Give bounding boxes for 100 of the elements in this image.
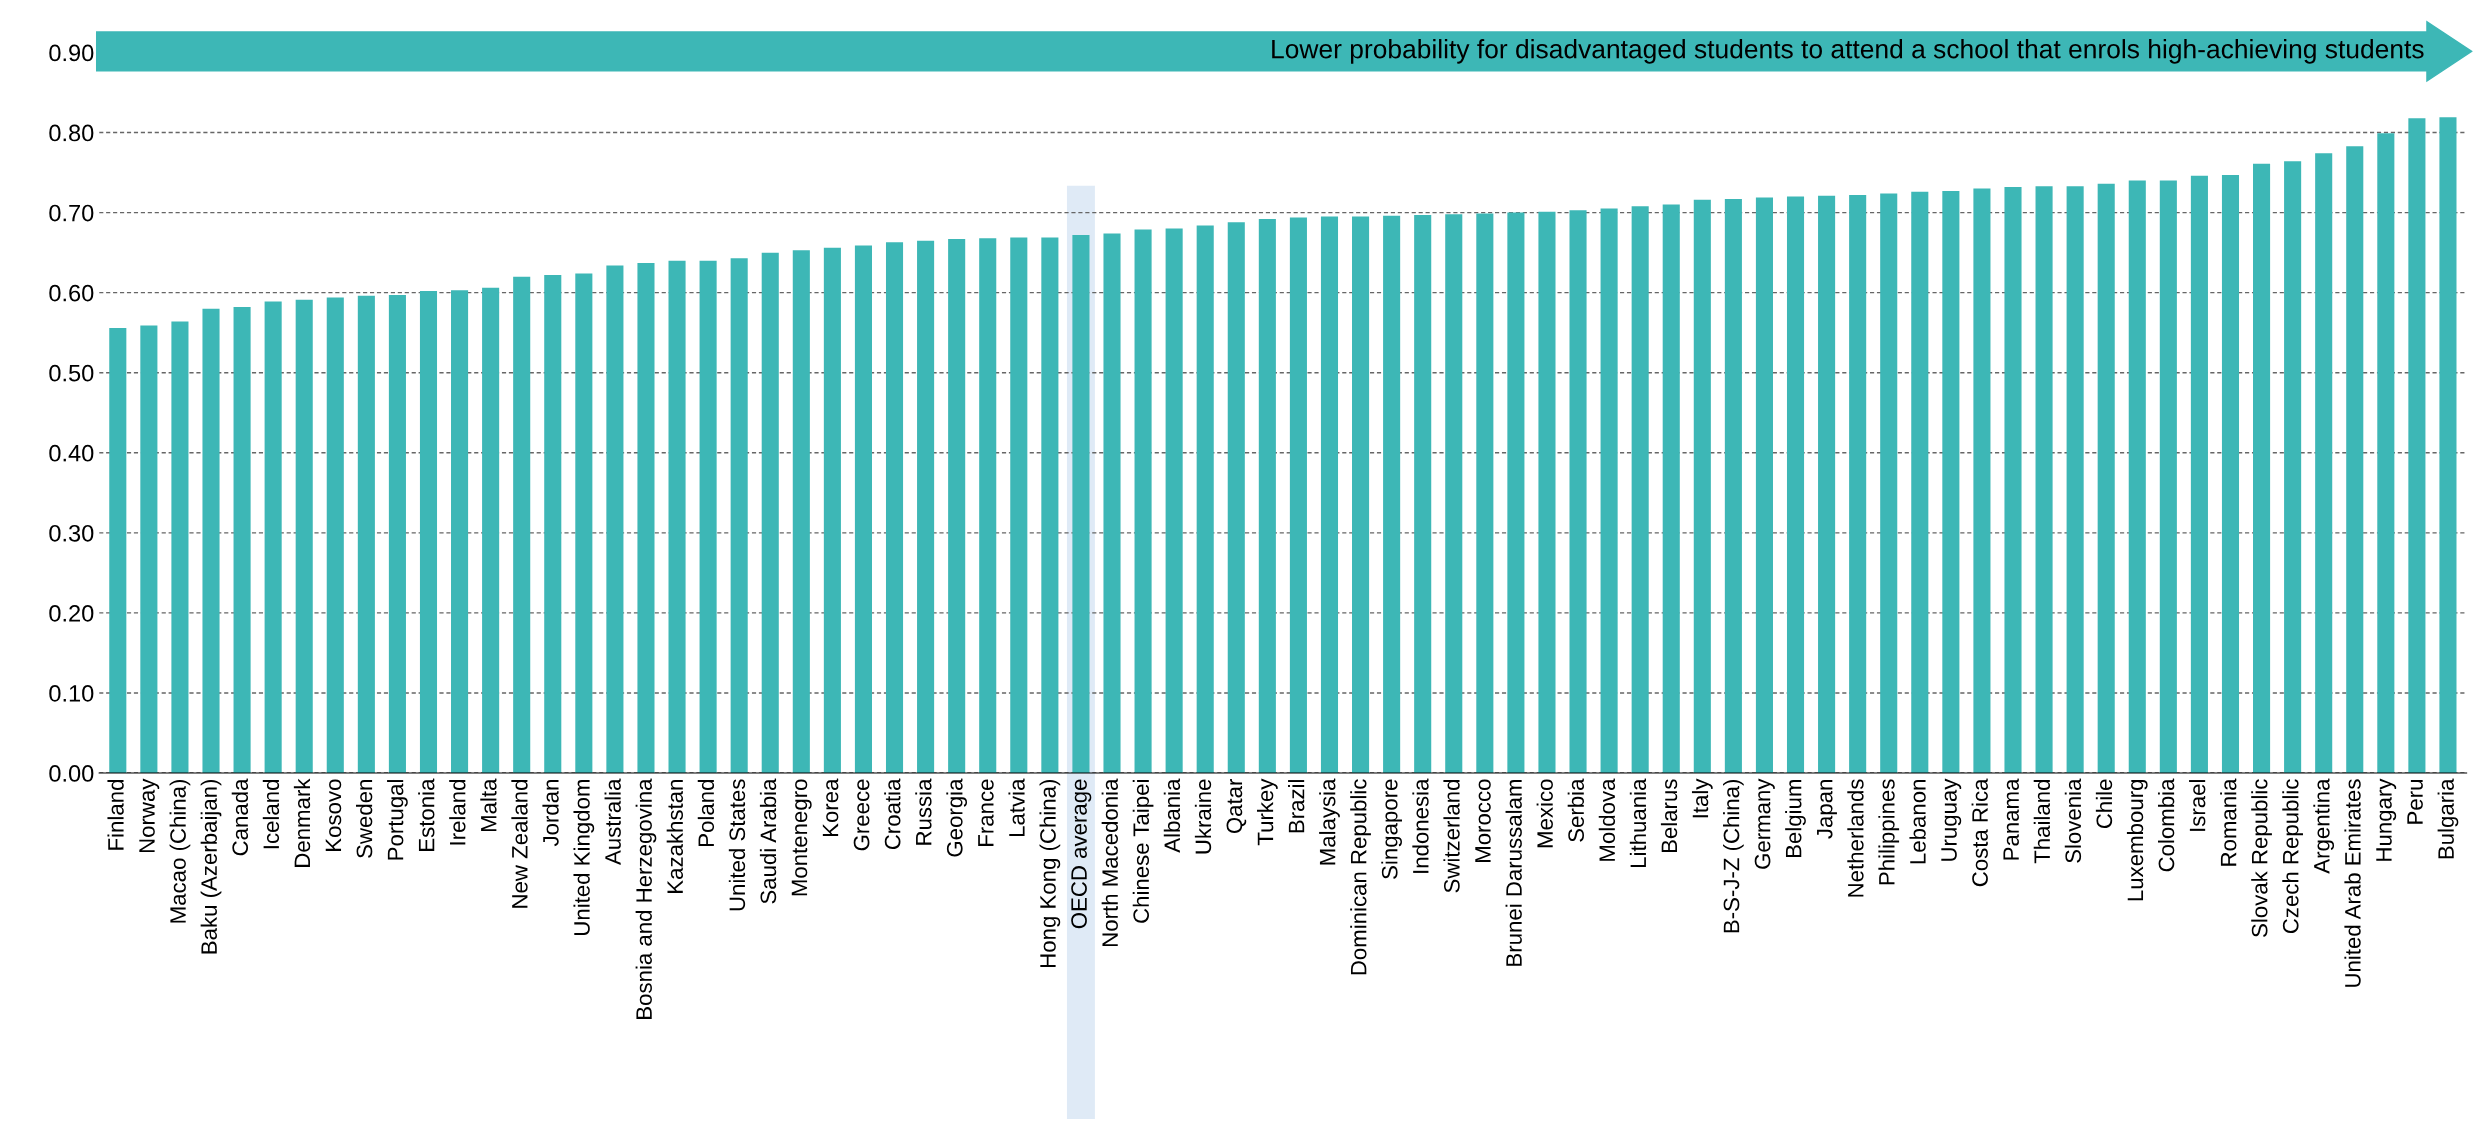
x-tick-label: Canada <box>231 778 249 856</box>
bar <box>388 295 406 774</box>
bar <box>606 265 624 774</box>
bar <box>140 325 158 774</box>
bar <box>1942 190 1960 774</box>
x-tick-label: New Zealand <box>511 780 528 908</box>
x-tick-label: Denmark <box>293 778 311 867</box>
bar <box>637 263 655 774</box>
bar <box>885 242 904 774</box>
y-tick-label: 0.20 <box>49 604 94 622</box>
bar <box>2408 118 2426 774</box>
bar <box>979 238 997 774</box>
bar <box>2439 117 2457 774</box>
x-tick-label: Colombia <box>2157 778 2175 872</box>
x-tick-label: Peru <box>2407 780 2423 824</box>
bar <box>1072 235 1090 774</box>
bar <box>1196 225 1214 774</box>
bar <box>451 290 469 774</box>
x-tick-label: Malta <box>480 778 497 832</box>
bar <box>1818 195 1836 774</box>
x-tick-label: Argentina <box>2313 778 2335 874</box>
x-tick-label: Poland <box>697 780 715 846</box>
x-tick-label: United Kingdom <box>573 780 595 935</box>
bar <box>1911 191 1929 774</box>
bar <box>2004 186 2022 774</box>
x-tick-label: Morocco <box>1475 779 1491 862</box>
x-tick-label: Switzerland <box>1443 780 1460 893</box>
x-tick-label: Korea <box>822 778 839 837</box>
x-tick-label: Slovak Republic <box>2251 779 2272 937</box>
x-tick-label: Romania <box>2220 778 2237 866</box>
x-tick-label: Thailand <box>2033 780 2051 864</box>
y-tick-label: 0.40 <box>49 444 94 462</box>
x-tick-label: B-S-J-Z (China) <box>1723 779 1744 933</box>
bar <box>1538 211 1556 774</box>
x-tick-label: Turkey <box>1256 778 1278 846</box>
bar <box>1445 214 1463 774</box>
x-tick-label: Hong Kong (China) <box>1039 779 1061 967</box>
x-tick-label: Macao (China) <box>169 779 191 923</box>
y-tick-label: 0.50 <box>49 364 94 382</box>
bar <box>295 299 313 774</box>
x-tick-label: Moldova <box>1598 778 1616 861</box>
x-tick-label: Singapore <box>1381 779 1402 879</box>
bar <box>544 275 562 774</box>
x-tick-label: Georgia <box>946 778 968 857</box>
bar <box>1786 196 1805 774</box>
bar <box>575 273 593 774</box>
x-tick-label: Montenegro <box>791 779 812 896</box>
x-tick-label: Lebanon <box>1909 780 1926 864</box>
bar <box>1320 216 1339 774</box>
x-tick-label: Estonia <box>418 778 435 851</box>
x-tick-label: Kosovo <box>325 779 342 851</box>
bar <box>1507 212 1525 774</box>
bar <box>1880 193 1898 774</box>
bar <box>699 260 717 774</box>
x-tick-label: Germany <box>1754 778 1775 869</box>
x-tick-label: Costa Rica <box>1971 778 1988 887</box>
bar <box>1103 233 1121 774</box>
x-tick-label: Netherlands <box>1847 779 1864 897</box>
x-tick-label: United States <box>728 779 746 911</box>
bar <box>730 258 748 774</box>
x-tick-label: OECD average <box>1071 779 1092 929</box>
bar <box>2377 133 2395 774</box>
bar <box>2066 186 2084 774</box>
x-tick-label: Iceland <box>262 780 280 849</box>
x-tick-label: Bulgaria <box>2437 778 2459 859</box>
x-tick-label: Lithuania <box>1629 778 1647 867</box>
bar <box>2035 186 2053 774</box>
x-tick-label: Kazakhstan <box>666 780 684 893</box>
bar <box>233 307 251 774</box>
bar <box>171 321 189 774</box>
x-tick-label: Panama <box>2003 778 2019 860</box>
bar <box>513 276 531 774</box>
bar <box>792 250 810 774</box>
bar <box>668 260 686 774</box>
bar <box>202 308 220 774</box>
x-tick-label: Indonesia <box>1412 778 1429 873</box>
bar <box>2190 175 2208 774</box>
bar <box>2346 146 2364 774</box>
bar <box>761 252 779 774</box>
bar <box>1352 216 1370 774</box>
x-tick-label: Chile <box>2095 779 2113 829</box>
x-tick-label: Czech Republic <box>2282 779 2303 934</box>
x-tick-label: Brazil <box>1288 780 1305 833</box>
bar <box>1010 237 1028 774</box>
bar <box>948 239 966 774</box>
bar <box>1227 222 1245 774</box>
x-tick-label: Croatia <box>884 778 901 850</box>
x-tick-label: Slovenia <box>2064 778 2082 863</box>
bar <box>2128 180 2146 774</box>
bar <box>1631 206 1649 774</box>
x-tick-label: Russia <box>915 778 932 845</box>
x-tick-label: Baku (Azerbaijan) <box>200 779 222 954</box>
bar <box>2097 183 2115 774</box>
bar <box>357 295 375 774</box>
x-tick-label: Jordan <box>542 780 559 847</box>
bar <box>1165 228 1183 774</box>
bar <box>823 247 841 774</box>
bar <box>2315 153 2333 774</box>
y-tick-label: 0.70 <box>49 204 94 222</box>
x-tick-label: Sweden <box>355 780 373 858</box>
